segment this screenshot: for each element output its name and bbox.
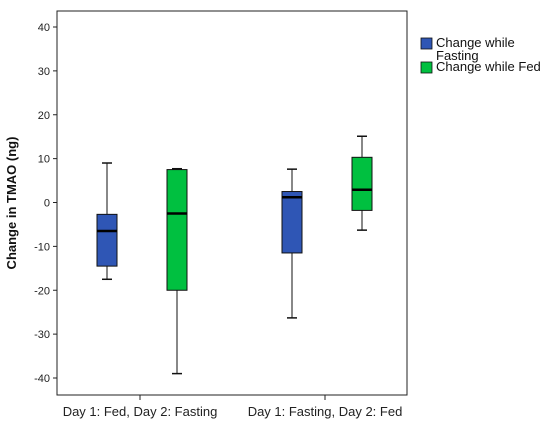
box xyxy=(351,156,373,211)
legend-swatch xyxy=(420,37,433,50)
legend-label: Fasting xyxy=(436,48,479,63)
y-tick-label: 0 xyxy=(44,198,50,210)
box-group xyxy=(96,135,373,375)
box xyxy=(166,169,188,291)
y-axis-title: Change in TMAO (ng) xyxy=(4,137,19,270)
y-tick-label: -30 xyxy=(34,329,50,341)
box xyxy=(281,191,303,254)
y-tick-label: 10 xyxy=(38,154,50,166)
y-tick-label: -20 xyxy=(34,285,50,297)
box xyxy=(96,213,118,267)
x-category-label: Day 1: Fasting, Day 2: Fed xyxy=(248,404,403,419)
x-category-label: Day 1: Fed, Day 2: Fasting xyxy=(63,404,218,419)
legend-label: Change while Fed xyxy=(436,59,541,74)
y-tick-label: 20 xyxy=(38,110,50,122)
y-tick-label: 30 xyxy=(38,66,50,78)
y-tick-label: -40 xyxy=(34,373,50,385)
x-axis: Day 1: Fed, Day 2: Fasting Day 1: Fasting… xyxy=(63,395,403,419)
y-tick-label: -10 xyxy=(34,241,50,253)
y-axis: 40 30 20 10 0 -10 -20 -30 -40 xyxy=(34,22,57,385)
plot-frame xyxy=(56,10,408,396)
y-tick-label: 40 xyxy=(38,22,50,34)
legend-label: Change while xyxy=(436,35,515,50)
legend-swatch xyxy=(420,61,433,74)
